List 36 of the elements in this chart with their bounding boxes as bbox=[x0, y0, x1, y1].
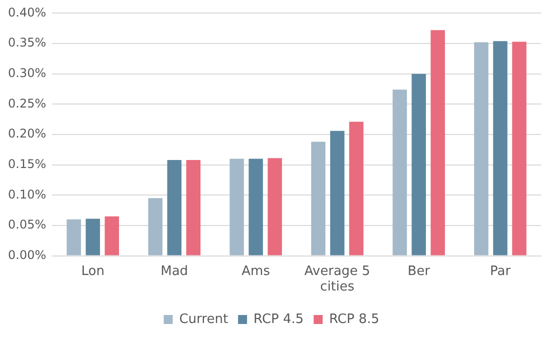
bar bbox=[104, 216, 120, 256]
y-tick-label: 0.05% bbox=[8, 218, 46, 232]
bar bbox=[248, 158, 263, 256]
bar bbox=[412, 74, 426, 256]
bar bbox=[66, 219, 81, 256]
bar bbox=[148, 198, 162, 256]
bar bbox=[512, 42, 526, 256]
bar bbox=[86, 218, 100, 256]
y-tick-label: 0.40% bbox=[8, 5, 46, 20]
bar bbox=[349, 122, 364, 256]
bar bbox=[493, 41, 508, 256]
legend-label: RCP 8.5 bbox=[329, 312, 380, 327]
y-tick-label: 0.10% bbox=[8, 187, 46, 202]
y-tick-label: 0.35% bbox=[8, 36, 46, 50]
bar bbox=[311, 142, 326, 256]
bar bbox=[392, 90, 407, 256]
legend-label: RCP 4.5 bbox=[254, 312, 304, 327]
bar bbox=[167, 160, 182, 256]
x-tick-label: Lon bbox=[81, 264, 104, 279]
y-tick-label: 0.15% bbox=[8, 156, 46, 171]
bar bbox=[430, 30, 445, 256]
legend-label: Current bbox=[179, 312, 228, 327]
y-tick-label: 0.20% bbox=[8, 126, 46, 141]
y-tick-label: 0.30% bbox=[8, 66, 46, 80]
bar bbox=[474, 42, 488, 256]
y-tick-label: 0.25% bbox=[8, 96, 46, 110]
bar bbox=[268, 158, 282, 256]
x-tick-label: Ams bbox=[242, 264, 270, 279]
bar bbox=[186, 160, 200, 256]
bar bbox=[330, 130, 344, 256]
x-tick-label: Ber bbox=[408, 264, 431, 279]
y-tick-label: 0.00% bbox=[8, 248, 46, 262]
x-tick-label: Par bbox=[490, 264, 512, 279]
x-tick-label: Average 5 cities bbox=[304, 264, 370, 295]
x-tick-label: Mad bbox=[160, 264, 188, 279]
bar bbox=[230, 158, 244, 256]
